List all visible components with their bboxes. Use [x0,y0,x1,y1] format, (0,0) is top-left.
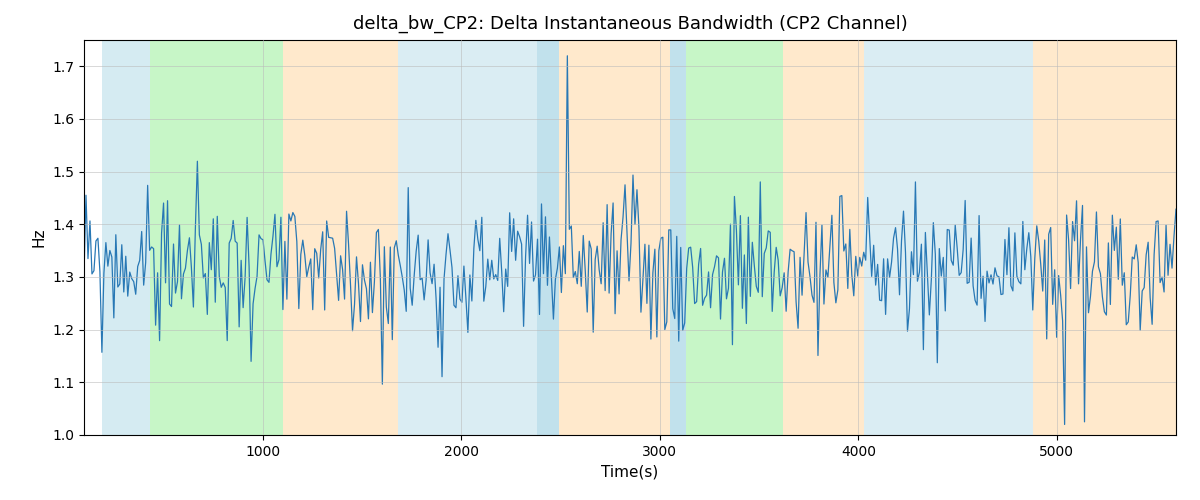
Bar [536,40,558,435]
Bar [782,40,864,435]
Y-axis label: Hz: Hz [31,228,47,247]
X-axis label: Time(s): Time(s) [601,464,659,479]
Bar [1033,40,1073,435]
Bar [558,40,578,435]
Bar [685,40,782,435]
Bar [150,40,282,435]
Bar [102,40,150,435]
Bar [864,40,1033,435]
Bar [578,40,670,435]
Bar [670,40,685,435]
Bar [282,40,397,435]
Title: delta_bw_CP2: Delta Instantaneous Bandwidth (CP2 Channel): delta_bw_CP2: Delta Instantaneous Bandwi… [353,15,907,33]
Bar [397,40,536,435]
Bar [1073,40,1176,435]
